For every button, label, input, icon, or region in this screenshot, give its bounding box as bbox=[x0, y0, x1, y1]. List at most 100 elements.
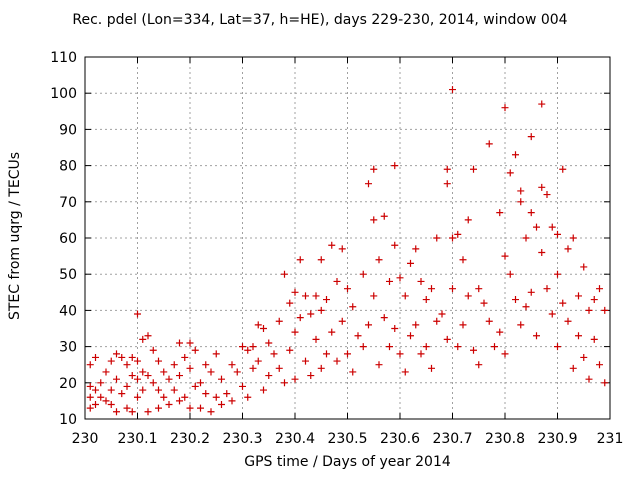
data-point bbox=[344, 285, 351, 293]
data-point bbox=[186, 404, 194, 412]
x-tick-label: 230 bbox=[72, 431, 99, 447]
data-point bbox=[433, 234, 441, 242]
data-point bbox=[307, 372, 315, 380]
data-point bbox=[176, 339, 183, 347]
data-point bbox=[328, 328, 336, 336]
data-point bbox=[123, 382, 131, 390]
data-point bbox=[396, 350, 404, 358]
data-point bbox=[291, 328, 299, 336]
data-point bbox=[412, 245, 420, 253]
data-point bbox=[527, 133, 535, 141]
data-point bbox=[176, 372, 183, 380]
data-point bbox=[569, 364, 577, 372]
data-point bbox=[459, 256, 467, 264]
data-point bbox=[160, 368, 168, 376]
data-point bbox=[86, 361, 94, 369]
data-point bbox=[86, 404, 94, 412]
data-point bbox=[564, 317, 572, 325]
data-point bbox=[512, 296, 519, 304]
data-point bbox=[548, 310, 556, 318]
data-point bbox=[538, 248, 546, 256]
data-point bbox=[128, 372, 136, 380]
data-point bbox=[464, 292, 472, 300]
data-point bbox=[501, 252, 509, 260]
data-point bbox=[370, 216, 378, 224]
data-point bbox=[265, 339, 273, 347]
data-point bbox=[485, 317, 493, 325]
data-point bbox=[212, 393, 220, 401]
data-point bbox=[128, 408, 136, 416]
data-point bbox=[144, 408, 152, 416]
x-axis-label: GPS time / Days of year 2014 bbox=[244, 454, 451, 470]
data-point bbox=[580, 353, 588, 361]
data-point bbox=[296, 314, 304, 322]
data-point bbox=[365, 321, 372, 329]
data-point bbox=[286, 299, 294, 307]
data-point bbox=[554, 270, 561, 278]
y-tick-label: 60 bbox=[59, 231, 77, 247]
data-point bbox=[307, 310, 315, 318]
data-point bbox=[302, 357, 309, 365]
data-point bbox=[438, 310, 446, 318]
data-point bbox=[134, 393, 141, 401]
data-point bbox=[575, 292, 582, 300]
data-point bbox=[407, 332, 414, 340]
y-tick-label: 90 bbox=[59, 122, 77, 138]
y-tick-label: 40 bbox=[59, 303, 77, 319]
data-point bbox=[391, 241, 399, 249]
data-point bbox=[338, 317, 346, 325]
data-point bbox=[113, 408, 120, 416]
data-point bbox=[491, 343, 498, 351]
data-point bbox=[291, 375, 299, 383]
data-point bbox=[92, 353, 99, 361]
data-point bbox=[512, 151, 519, 159]
data-point bbox=[186, 339, 194, 347]
data-point bbox=[506, 169, 514, 177]
data-point bbox=[543, 191, 551, 199]
chart-title: Rec. pdel (Lon=334, Lat=37, h=HE), days … bbox=[72, 12, 568, 28]
data-point bbox=[107, 357, 115, 365]
data-point bbox=[422, 343, 430, 351]
data-point bbox=[265, 372, 273, 380]
data-point bbox=[233, 368, 241, 376]
data-point bbox=[522, 303, 530, 311]
data-point bbox=[223, 390, 231, 398]
data-point bbox=[244, 346, 252, 354]
data-point bbox=[428, 364, 435, 372]
data-point bbox=[391, 325, 399, 332]
data-point bbox=[417, 277, 425, 285]
data-point bbox=[113, 375, 120, 383]
data-point bbox=[155, 404, 162, 412]
data-point bbox=[207, 368, 215, 376]
data-point bbox=[569, 234, 577, 242]
data-point bbox=[275, 317, 283, 325]
data-point bbox=[281, 379, 288, 387]
data-point bbox=[260, 386, 267, 394]
data-point bbox=[370, 292, 378, 300]
data-point bbox=[407, 259, 414, 267]
data-point bbox=[118, 390, 126, 398]
data-point bbox=[281, 270, 288, 278]
data-point bbox=[317, 306, 325, 314]
x-tick-label: 230.7 bbox=[432, 431, 472, 447]
data-point bbox=[312, 335, 320, 343]
data-point bbox=[564, 245, 572, 253]
data-point bbox=[92, 386, 99, 394]
data-point bbox=[501, 350, 509, 358]
data-point bbox=[375, 361, 383, 369]
data-point bbox=[475, 361, 483, 369]
data-point bbox=[123, 361, 131, 369]
data-point bbox=[575, 332, 582, 340]
data-point bbox=[202, 361, 210, 369]
data-point bbox=[239, 382, 246, 390]
data-point bbox=[191, 382, 199, 390]
data-point bbox=[422, 296, 430, 304]
data-point bbox=[323, 296, 330, 304]
data-point bbox=[496, 328, 504, 336]
data-point bbox=[317, 364, 325, 372]
data-point bbox=[391, 162, 399, 170]
data-point bbox=[323, 350, 330, 358]
data-point bbox=[338, 245, 346, 253]
data-point bbox=[186, 364, 194, 372]
data-point bbox=[155, 357, 162, 365]
